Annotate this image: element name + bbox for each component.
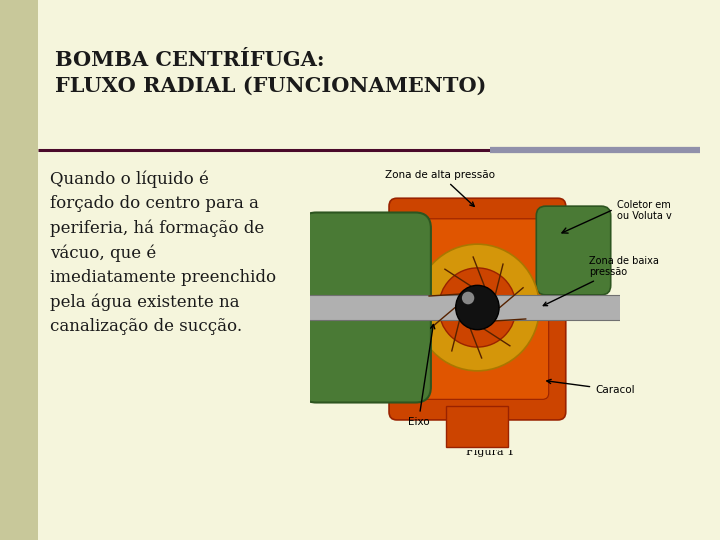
Text: Zona de alta pressão: Zona de alta pressão [385, 170, 495, 206]
FancyBboxPatch shape [301, 213, 431, 402]
FancyBboxPatch shape [406, 219, 549, 400]
Text: Zona de baixa
pressão: Zona de baixa pressão [544, 255, 659, 306]
Circle shape [456, 285, 499, 329]
Text: Caracol: Caracol [546, 380, 635, 395]
FancyBboxPatch shape [536, 206, 611, 295]
Text: BOMBA CENTRÍFUGA:
FLUXO RADIAL (FUNCIONAMENTO): BOMBA CENTRÍFUGA: FLUXO RADIAL (FUNCIONA… [55, 50, 487, 96]
FancyBboxPatch shape [389, 198, 566, 420]
Text: Eixo: Eixo [408, 325, 435, 427]
Bar [0, 0, 38, 540]
Bar [446, 406, 508, 447]
Text: Quando o líquido é
forçado do centro para a
periferia, há formação de
vácuo, que: Quando o líquido é forçado do centro par… [50, 170, 276, 335]
Ellipse shape [415, 244, 539, 371]
Ellipse shape [438, 268, 516, 347]
Bar [301, 295, 626, 320]
Text: Figura 1: Figura 1 [466, 447, 514, 457]
Text: Coletor em
ou Voluta v: Coletor em ou Voluta v [617, 200, 672, 221]
Circle shape [462, 292, 474, 305]
